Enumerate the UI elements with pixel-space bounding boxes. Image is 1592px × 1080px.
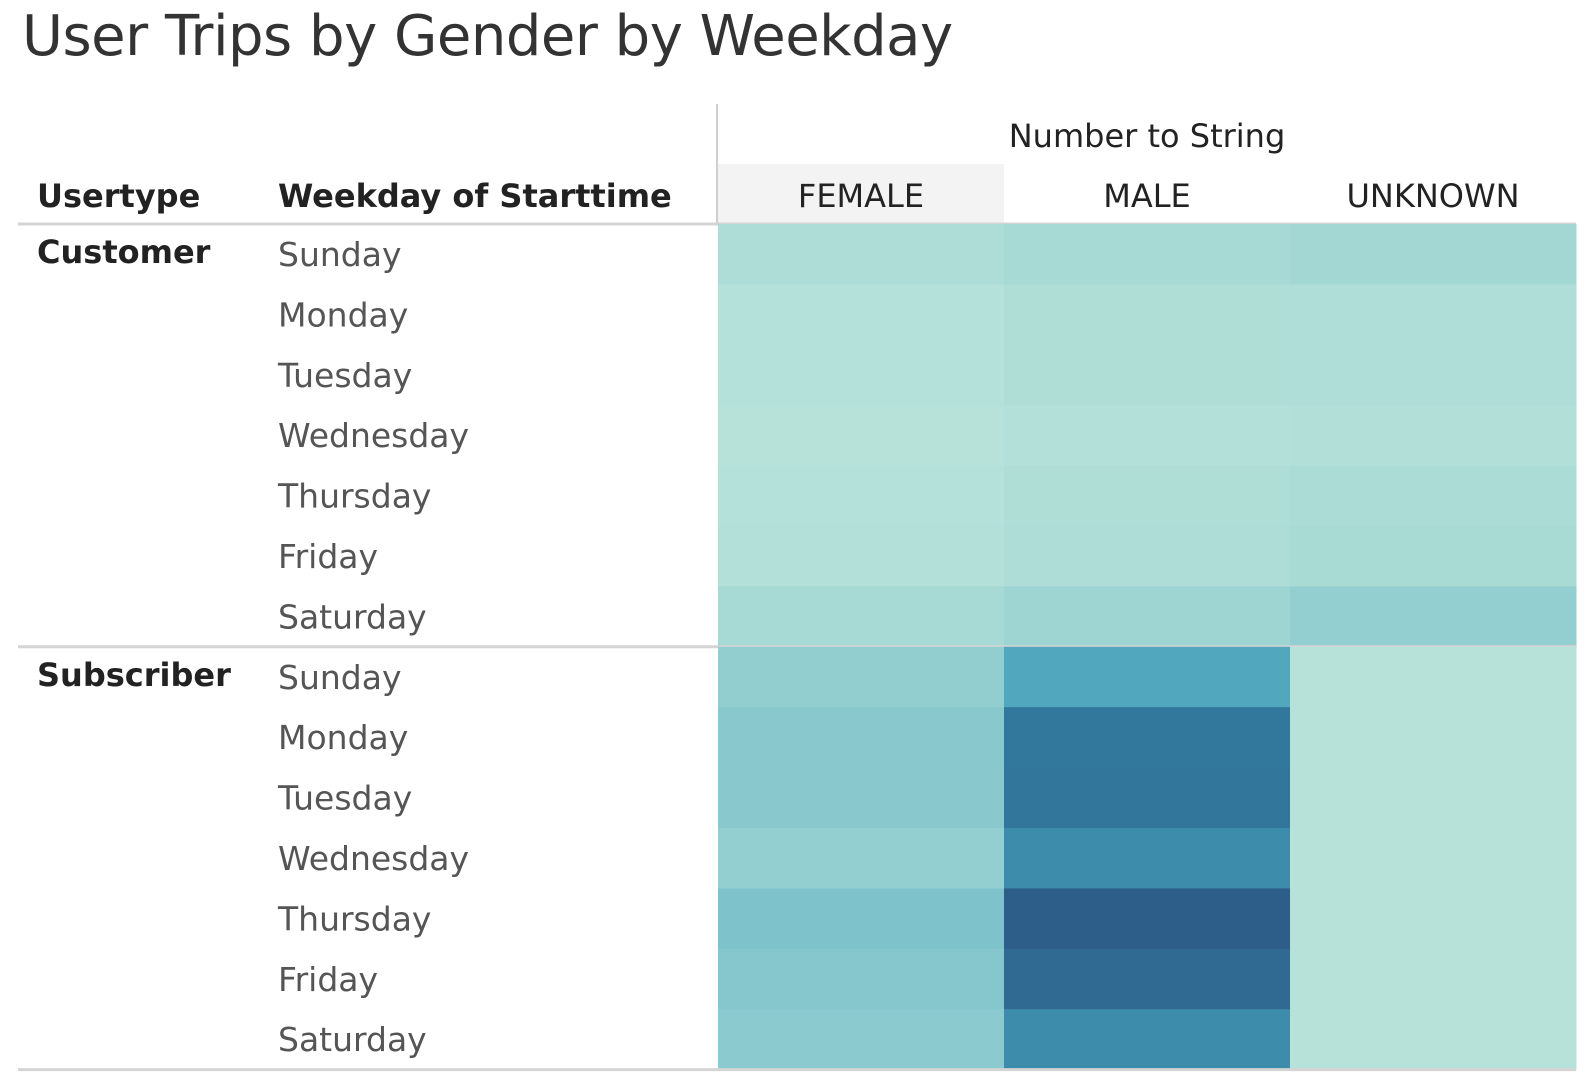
heatmap-cell (1290, 284, 1577, 346)
heatmap-cell (718, 405, 1005, 467)
heatmap-cell (1004, 646, 1291, 708)
column-group-header: Number to String (1009, 117, 1286, 155)
row-label: Saturday (278, 1020, 427, 1059)
row-label: Friday (278, 960, 378, 999)
group-label-subscriber: Subscriber (37, 656, 231, 694)
heatmap-cell (718, 767, 1005, 829)
column-header-highlight (718, 164, 1004, 224)
heatmap-cell (1290, 344, 1577, 406)
heatmap-cell (718, 646, 1005, 708)
heatmap-cell (1290, 707, 1577, 769)
column-header-unknown: UNKNOWN (1346, 177, 1519, 215)
row-label: Thursday (277, 477, 431, 516)
heatmap-cell (1004, 586, 1291, 648)
heatmap-cell (1004, 526, 1291, 587)
heatmap-cell (1004, 344, 1291, 406)
row-label: Tuesday (277, 779, 412, 818)
heatmap-cell (718, 1009, 1005, 1071)
row-label: Thursday (277, 899, 431, 938)
heatmap-cell (1004, 828, 1291, 889)
heatmap-cell (1290, 948, 1577, 1010)
heatmap-cell (718, 284, 1005, 346)
heatmap-cell (1004, 888, 1291, 950)
row-label: Saturday (278, 597, 427, 636)
chart-title: User Trips by Gender by Weekday (22, 4, 953, 69)
heatmap-cell (1004, 224, 1291, 285)
heatmap-cell (1290, 646, 1577, 708)
heatmap-cell (718, 828, 1005, 889)
row-label: Tuesday (277, 356, 412, 395)
row-label: Wednesday (278, 416, 469, 455)
heatmap-cell (1290, 465, 1577, 527)
heatmap-cell (1290, 767, 1577, 829)
heatmap-cell (718, 526, 1005, 587)
heatmap-cell (1004, 1009, 1291, 1071)
heatmap-cell (1004, 465, 1291, 527)
heatmap-cell (1290, 828, 1577, 889)
row-label: Sunday (278, 658, 401, 697)
heatmap-cell (718, 465, 1005, 527)
heatmap-cell (718, 948, 1005, 1010)
column-header-male: MALE (1103, 177, 1191, 215)
heatmap-cell (718, 344, 1005, 406)
heatmap-cell (1004, 405, 1291, 467)
heatmap-cell (1004, 284, 1291, 346)
heatmap-cell (718, 224, 1005, 285)
heatmap-cell (1004, 948, 1291, 1010)
heatmap-cell (1290, 405, 1577, 467)
heatmap-cell (718, 586, 1005, 648)
row-label: Monday (278, 295, 408, 334)
heatmap-cell (1290, 586, 1577, 648)
heatmap-cell (718, 707, 1005, 769)
row-label: Sunday (278, 235, 401, 274)
heatmap-cell (1290, 526, 1577, 587)
column-header-female: FEMALE (798, 177, 924, 215)
heatmap-cell (1004, 767, 1291, 829)
heatmap-cell (1290, 888, 1577, 950)
group-label-customer: Customer (37, 233, 211, 271)
row-label: Friday (278, 537, 378, 576)
row-header-usertype: Usertype (37, 177, 200, 215)
heatmap-cell (718, 888, 1005, 950)
heatmap-cell (1004, 707, 1291, 769)
heatmap-cell (1290, 224, 1577, 285)
row-header-weekday: Weekday of Starttime (278, 177, 672, 215)
row-label: Wednesday (278, 839, 469, 878)
heatmap-cell (1290, 1009, 1577, 1071)
row-label: Monday (278, 718, 408, 757)
